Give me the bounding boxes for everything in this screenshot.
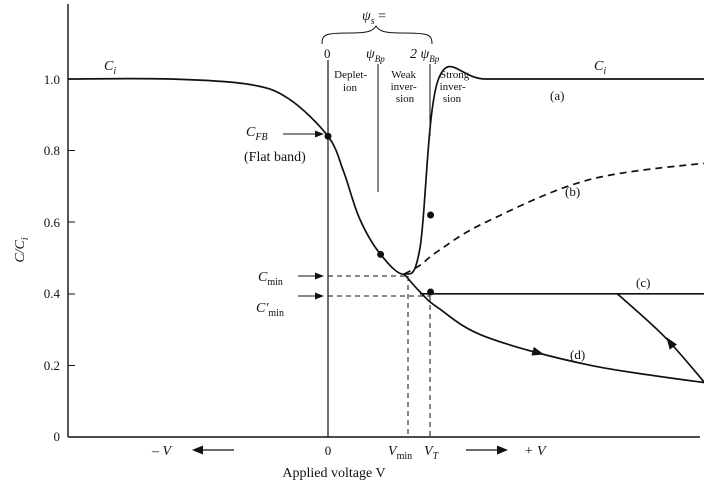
negative-arrow-head (192, 445, 203, 455)
psi-zero-label: 0 (324, 46, 331, 61)
cmin-label: Cmin (258, 270, 283, 288)
cfb-label: CFB (246, 125, 268, 143)
cfb-arrow-head (315, 130, 324, 138)
y-tick-label: 1.0 (44, 72, 60, 87)
y-axis-label: C/Ci (13, 237, 31, 263)
region-depletion: Deplet- ion (334, 69, 370, 94)
x-vt-label: VT (424, 444, 440, 462)
positive-arrow-head (497, 445, 508, 455)
y-tick-labels: 0 0.2 0.4 0.6 0.8 1.0 (44, 72, 61, 444)
curves (67, 65, 704, 384)
cmin-prime-label: C′min (256, 301, 284, 319)
psi-s-label: ψs = (362, 9, 386, 27)
psi-brace (321, 25, 433, 45)
y-tick-label: 0.4 (44, 286, 61, 301)
y-tick-label: 0.8 (44, 143, 60, 158)
data-point (427, 211, 435, 219)
negative-voltage-label: – V (151, 444, 173, 459)
ci-right-label: Ci (594, 59, 606, 77)
region-line: Weak (391, 69, 416, 81)
series-line-d (403, 273, 704, 384)
series-line-a (67, 65, 704, 275)
series-label-c: (c) (636, 275, 650, 290)
return-path-arrow (666, 337, 678, 350)
positive-voltage-label: + V (524, 444, 547, 459)
x-zero-label: 0 (325, 443, 332, 458)
cmin-arrow-head (315, 272, 324, 280)
region-line: sion (396, 93, 415, 105)
psi-bp-label: ψBp (366, 47, 385, 64)
series-label-d: (d) (570, 347, 585, 362)
region-line: inver- (391, 81, 417, 93)
ci-left-label: Ci (104, 59, 116, 77)
series-line-b (403, 162, 704, 275)
y-ticks (68, 78, 75, 438)
region-line: Strong (440, 69, 470, 81)
region-line: sion (443, 93, 462, 105)
y-tick-label: 0.2 (44, 358, 60, 373)
region-line: ion (343, 82, 358, 94)
two-psi-bp-label: 2 ψBp (410, 47, 440, 64)
data-point (324, 132, 332, 140)
return-path-line (616, 293, 704, 384)
region-line: inver- (440, 81, 466, 93)
y-tick-label: 0 (54, 429, 61, 444)
y-tick-label: 0.6 (44, 215, 61, 230)
data-points (324, 132, 435, 296)
data-point (377, 250, 385, 258)
series-label-b: (b) (565, 184, 580, 199)
series-d-arrow (531, 346, 545, 356)
x-axis-label: Applied voltage V (282, 466, 385, 481)
region-line: Deplet- (334, 69, 367, 81)
region-weak-inversion: Weak inver- sion (391, 69, 420, 105)
x-vmin-label: Vmin (388, 444, 412, 462)
flat-band-label: (Flat band) (244, 150, 306, 165)
data-point (427, 288, 435, 296)
series-label-a: (a) (550, 88, 564, 103)
cmin-prime-arrow-head (315, 292, 324, 300)
